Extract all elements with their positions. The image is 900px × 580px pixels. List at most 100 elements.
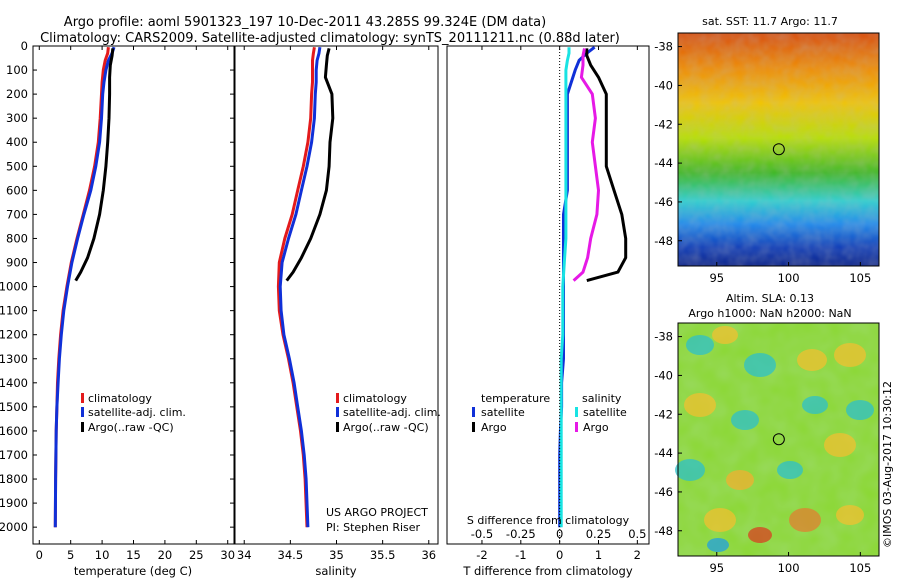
x-tick-label: 5 <box>67 548 74 562</box>
legend-swatch-t-argo <box>472 422 475 432</box>
sla-map-title-line1: Altim. SLA: 0.13 <box>726 292 814 305</box>
difference-x-label: T difference from climatology <box>462 564 633 578</box>
salinity-difference-ticks: -0.5 -0.25 0 0.25 0.5 <box>471 527 647 541</box>
x-tick-label: 2 <box>634 548 641 562</box>
sst-map-ticks: 95 100 105 -38 -40 -42 -44 -46 -48 <box>654 40 871 285</box>
x-tick-label: -1 <box>515 548 526 562</box>
depth-tick-label: 800 <box>6 231 28 245</box>
argo-position-marker <box>772 143 785 156</box>
legend-swatch-satellite <box>336 407 339 417</box>
map-x-tick-label: 95 <box>709 561 724 575</box>
salinity-axes-box <box>234 45 439 545</box>
sst-map-texture <box>678 33 879 266</box>
depth-tick-label: 1200 <box>0 328 28 342</box>
legend-label-satellite: satellite-adj. clim. <box>88 406 186 419</box>
depth-tick-label: 1100 <box>0 304 28 318</box>
sla-anomaly-blob <box>731 410 759 430</box>
depth-tick-label: 300 <box>6 111 28 125</box>
x-tick-label: 1 <box>595 548 602 562</box>
map-x-tick-label: 105 <box>849 561 871 575</box>
salinity-legend: climatology satellite-adj. clim. Argo(..… <box>336 392 441 434</box>
map-y-tick-label: -42 <box>654 117 673 131</box>
series-line-satellite-adj-clim- <box>53 46 116 528</box>
sla-anomaly-blob <box>797 349 827 371</box>
x-tick-label: 10 <box>95 548 110 562</box>
depth-tick-label: 1700 <box>0 448 28 462</box>
depth-tick-label: 0 <box>21 39 28 53</box>
x-tick-label: 0 <box>556 548 563 562</box>
sla-anomaly-blob <box>675 459 705 481</box>
difference-x2-label: S difference from climatology <box>467 514 630 527</box>
salinity-lines <box>276 46 335 528</box>
x2-tick-label: -0.5 <box>471 527 493 541</box>
map-y-tick-label: -42 <box>654 407 673 421</box>
depth-tick-label: 2000 <box>0 520 28 534</box>
x-tick-label: 20 <box>158 548 173 562</box>
sla-anomaly-blob <box>846 400 874 420</box>
series-line-satellite-adj-clim- <box>278 46 322 528</box>
map-x-tick-label: 105 <box>849 271 871 285</box>
map-y-tick-label: -38 <box>654 330 673 344</box>
difference-legend: temperature salinity satellite Argo sate… <box>472 392 627 434</box>
legend-label-t-satellite: satellite <box>481 406 525 419</box>
x-tick-label: 15 <box>126 548 141 562</box>
legend-swatch-t-satellite <box>472 407 475 417</box>
legend-label-climatology: climatology <box>343 392 407 405</box>
watermark: ©IMOS 03-Aug-2017 10:30:12 <box>881 381 894 548</box>
map-y-tick-label: -40 <box>654 78 673 92</box>
map-y-tick-label: -46 <box>654 485 673 499</box>
x-tick-label: 35 <box>329 548 344 562</box>
sst-map-title: sat. SST: 11.7 Argo: 11.7 <box>702 15 838 28</box>
pi-text: PI: Stephen Riser <box>326 521 421 534</box>
sla-map-ticks: 95 100 105 -38 -40 -42 -44 -46 -48 <box>654 330 871 575</box>
x-tick-label: 36 <box>421 548 436 562</box>
x-tick-label: 35.5 <box>370 548 396 562</box>
legend-label-satellite: satellite-adj. clim. <box>343 406 441 419</box>
depth-tick-label: 600 <box>6 183 28 197</box>
temperature-panel: 0100200300400500600700800900100011001200… <box>0 39 649 578</box>
x2-tick-label: 0.5 <box>628 527 646 541</box>
salinity-panel: 34 34.5 35 35.5 36 salinity climatology sate… <box>234 45 441 578</box>
sla-anomaly-blob <box>686 335 714 355</box>
legend-label-t-argo: Argo <box>481 421 507 434</box>
x2-tick-label: 0 <box>556 527 563 541</box>
sla-map-features <box>675 326 874 552</box>
depth-tick-label: 1900 <box>0 496 28 510</box>
legend-swatch-satellite <box>81 407 84 417</box>
difference-x-ticks: -2 -1 0 1 2 <box>476 46 641 562</box>
series-line-satellite <box>559 47 571 528</box>
salinity-x-label: salinity <box>315 564 356 578</box>
sla-map-title-line2: Argo h1000: NaN h2000: NaN <box>688 307 851 320</box>
map-y-tick-label: -46 <box>654 195 673 209</box>
legend-label-climatology: climatology <box>88 392 152 405</box>
x-tick-label: 34.5 <box>278 548 304 562</box>
x-tick-label: 30 <box>220 548 235 562</box>
x-tick-label: 34 <box>237 548 252 562</box>
series-line-argo-raw-qc- <box>285 48 335 282</box>
depth-tick-label: 700 <box>6 207 28 221</box>
x2-tick-label: 0.25 <box>586 527 612 541</box>
depth-tick-label: 1800 <box>0 472 28 486</box>
x-tick-label: 0 <box>36 548 43 562</box>
series-line-argo <box>585 48 628 283</box>
legend-swatch-s-argo <box>575 422 578 432</box>
temperature-legend: climatology satellite-adj. clim. Argo(..… <box>81 392 186 434</box>
series-line-argo <box>572 48 600 282</box>
sla-anomaly-blob <box>712 326 738 344</box>
map-y-tick-label: -44 <box>654 446 673 460</box>
sla-anomaly-blob <box>684 393 716 417</box>
map-y-tick-label: -40 <box>654 368 673 382</box>
depth-tick-label: 1300 <box>0 352 28 366</box>
legend-swatch-argo <box>81 422 84 432</box>
legend-swatch-climatology <box>81 393 84 403</box>
depth-tick-label: 1400 <box>0 376 28 390</box>
salinity-x-ticks: 34 34.5 35 35.5 36 <box>237 46 436 562</box>
sla-anomaly-blob <box>802 396 828 414</box>
x-tick-label: -2 <box>476 548 487 562</box>
sla-anomaly-blob <box>777 461 803 479</box>
map-x-tick-label: 100 <box>778 561 800 575</box>
sla-map-panel: Altim. SLA: 0.13 Argo h1000: NaN h2000: … <box>654 292 880 575</box>
series-line-argo-raw-qc- <box>74 48 115 282</box>
temperature-axes-box <box>32 45 235 545</box>
